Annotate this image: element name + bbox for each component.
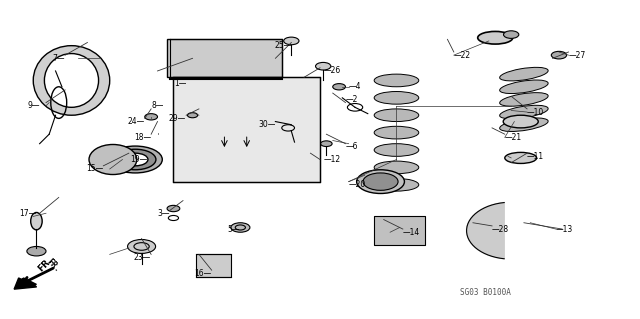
Text: —11: —11 (527, 152, 544, 161)
Ellipse shape (503, 115, 538, 128)
Text: —4: —4 (349, 82, 361, 91)
Text: —22: —22 (454, 51, 471, 60)
Ellipse shape (33, 46, 109, 115)
Ellipse shape (115, 149, 156, 170)
Text: —20: —20 (349, 180, 366, 189)
Text: 23—: 23— (134, 253, 151, 262)
Text: —14: —14 (403, 228, 420, 237)
Text: 8—: 8— (152, 101, 164, 110)
Text: 17—: 17— (19, 209, 36, 218)
Ellipse shape (500, 118, 548, 131)
Text: 16—: 16— (195, 269, 212, 278)
Ellipse shape (500, 105, 548, 119)
Ellipse shape (374, 92, 419, 104)
Text: 25—: 25— (274, 41, 291, 50)
Text: 15—: 15— (86, 165, 103, 174)
Text: —28: —28 (492, 225, 509, 234)
Text: —27: —27 (568, 51, 586, 60)
Circle shape (127, 240, 156, 253)
Text: —2: —2 (346, 95, 358, 104)
Text: 9—: 9— (27, 101, 40, 110)
Text: —6: —6 (346, 142, 358, 151)
Ellipse shape (500, 80, 548, 93)
Text: 5—: 5— (228, 225, 241, 234)
Text: 19—: 19— (131, 155, 148, 164)
Circle shape (551, 51, 566, 59)
Text: FR.: FR. (45, 257, 61, 274)
Ellipse shape (31, 212, 42, 230)
Ellipse shape (122, 153, 148, 166)
Polygon shape (467, 203, 504, 259)
FancyArrow shape (14, 278, 36, 289)
Text: 3—: 3— (157, 209, 170, 218)
Ellipse shape (363, 173, 398, 190)
FancyBboxPatch shape (374, 216, 425, 245)
Ellipse shape (477, 32, 513, 44)
Text: FR.: FR. (36, 256, 54, 274)
FancyBboxPatch shape (196, 254, 231, 277)
Text: 24—: 24— (127, 117, 145, 126)
Circle shape (145, 114, 157, 120)
Text: 30—: 30— (258, 120, 275, 129)
Circle shape (167, 205, 180, 212)
Ellipse shape (108, 146, 163, 173)
Ellipse shape (500, 93, 548, 106)
Text: 29—: 29— (169, 114, 186, 123)
Text: 1—: 1— (174, 79, 186, 88)
Ellipse shape (374, 126, 419, 139)
Circle shape (504, 31, 519, 38)
Text: —12: —12 (323, 155, 340, 164)
Ellipse shape (356, 170, 404, 194)
Circle shape (333, 84, 346, 90)
Circle shape (27, 247, 46, 256)
Text: —26: —26 (323, 66, 340, 76)
Text: SG03 B0100A: SG03 B0100A (460, 288, 511, 298)
FancyBboxPatch shape (173, 77, 320, 182)
Text: —10: —10 (527, 108, 545, 116)
Circle shape (231, 223, 250, 232)
Ellipse shape (505, 152, 537, 163)
Ellipse shape (374, 109, 419, 122)
Ellipse shape (374, 144, 419, 156)
Ellipse shape (500, 67, 548, 81)
Ellipse shape (44, 54, 99, 107)
Circle shape (316, 63, 331, 70)
Ellipse shape (374, 74, 419, 87)
Ellipse shape (374, 178, 419, 191)
Circle shape (321, 141, 332, 146)
Ellipse shape (89, 145, 137, 174)
Text: —21: —21 (505, 133, 522, 142)
Text: —13: —13 (556, 225, 573, 234)
Ellipse shape (374, 161, 419, 174)
FancyBboxPatch shape (167, 39, 282, 77)
Circle shape (188, 113, 198, 118)
Text: 18—: 18— (134, 133, 151, 142)
Text: 7—: 7— (52, 54, 65, 63)
Circle shape (284, 37, 299, 45)
